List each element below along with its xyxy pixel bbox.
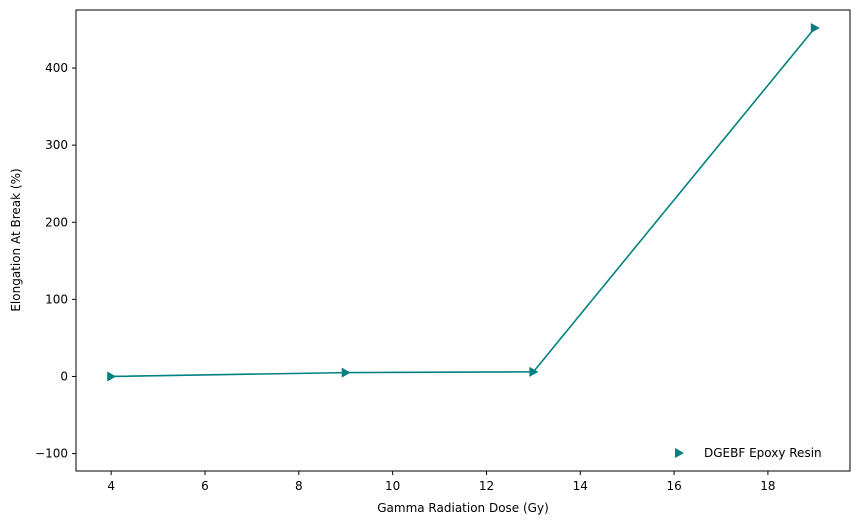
x-tick-label: 14 <box>573 479 588 493</box>
x-axis-label: Gamma Radiation Dose (Gy) <box>377 501 549 515</box>
legend-label: DGEBF Epoxy Resin <box>704 446 822 460</box>
series-line <box>111 27 816 378</box>
y-axis-label: Elongation At Break (%) <box>9 168 23 311</box>
y-tick-label: 300 <box>45 138 68 152</box>
y-tick-label: −100 <box>35 447 68 461</box>
y-tick-label: 200 <box>45 215 68 229</box>
y-tick-label: 100 <box>45 292 68 306</box>
x-tick-label: 8 <box>295 479 303 493</box>
y-tick-label: 0 <box>60 369 68 383</box>
data-point-marker <box>810 22 820 33</box>
x-tick-label: 16 <box>666 479 681 493</box>
x-tick-label: 12 <box>479 479 494 493</box>
data-point-marker <box>341 367 351 378</box>
x-tick-label: 6 <box>201 479 209 493</box>
x-tick-label: 4 <box>107 479 115 493</box>
plot-frame <box>75 9 851 472</box>
data-point-marker <box>107 371 117 382</box>
plot-area <box>76 10 850 471</box>
y-axis-ticks: −100 0 100 200 300 400 <box>35 61 76 461</box>
data-series <box>107 22 820 382</box>
data-point-marker <box>529 366 539 377</box>
legend: DGEBF Epoxy Resin <box>675 446 822 460</box>
x-axis-ticks: 4 6 8 10 12 14 16 18 <box>107 471 776 493</box>
x-tick-label: 10 <box>385 479 400 493</box>
x-tick-label: 18 <box>760 479 775 493</box>
y-tick-label: 400 <box>45 61 68 75</box>
legend-marker-triangle-icon <box>675 448 684 458</box>
